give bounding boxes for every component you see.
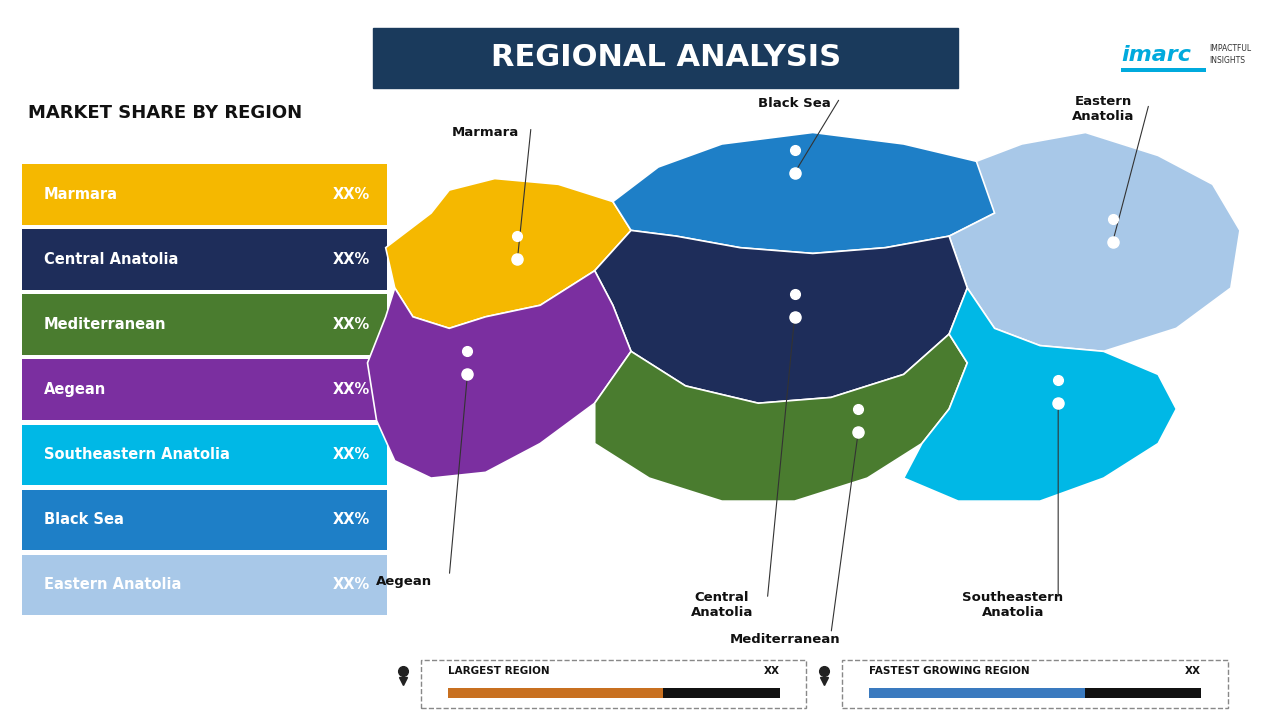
Text: Southeastern
Anatolia: Southeastern Anatolia <box>963 591 1064 618</box>
Text: Southeastern Anatolia: Southeastern Anatolia <box>44 447 229 462</box>
Polygon shape <box>385 179 631 328</box>
Text: XX: XX <box>1185 666 1201 676</box>
Text: XX%: XX% <box>333 187 370 202</box>
Text: XX%: XX% <box>333 513 370 527</box>
Text: Marmara: Marmara <box>452 126 520 139</box>
Text: MARKET SHARE BY REGION: MARKET SHARE BY REGION <box>28 104 302 122</box>
Text: Mediterranean: Mediterranean <box>44 317 166 332</box>
Polygon shape <box>613 132 1021 253</box>
Text: Black Sea: Black Sea <box>44 513 123 527</box>
FancyBboxPatch shape <box>22 359 387 420</box>
FancyBboxPatch shape <box>22 490 387 550</box>
FancyBboxPatch shape <box>421 660 806 708</box>
FancyBboxPatch shape <box>22 164 387 225</box>
Text: IMPACTFUL
INSIGHTS: IMPACTFUL INSIGHTS <box>1208 45 1251 65</box>
Bar <box>1121 68 1206 72</box>
Polygon shape <box>904 288 1176 501</box>
Text: Aegean: Aegean <box>376 575 431 588</box>
Text: XX%: XX% <box>333 447 370 462</box>
Bar <box>1084 688 1201 698</box>
Text: XX%: XX% <box>333 252 370 267</box>
FancyBboxPatch shape <box>372 27 959 88</box>
Text: XX: XX <box>763 666 780 676</box>
Text: LARGEST REGION: LARGEST REGION <box>448 666 549 676</box>
Text: XX%: XX% <box>333 382 370 397</box>
Text: Aegean: Aegean <box>44 382 106 397</box>
Text: Marmara: Marmara <box>44 187 118 202</box>
FancyBboxPatch shape <box>22 229 387 289</box>
Text: Black Sea: Black Sea <box>758 97 831 110</box>
Text: Eastern Anatolia: Eastern Anatolia <box>44 577 180 593</box>
Bar <box>663 688 780 698</box>
Bar <box>448 688 663 698</box>
Text: Central Anatolia: Central Anatolia <box>44 252 178 267</box>
Polygon shape <box>595 230 968 403</box>
Polygon shape <box>367 271 631 478</box>
Text: Eastern
Anatolia: Eastern Anatolia <box>1073 96 1135 123</box>
FancyBboxPatch shape <box>22 554 387 615</box>
Text: XX%: XX% <box>333 317 370 332</box>
Bar <box>869 688 1084 698</box>
Text: Central
Anatolia: Central Anatolia <box>691 591 753 618</box>
FancyBboxPatch shape <box>842 660 1228 708</box>
FancyBboxPatch shape <box>22 294 387 355</box>
Text: FASTEST GROWING REGION: FASTEST GROWING REGION <box>869 666 1029 676</box>
Text: imarc: imarc <box>1121 45 1192 65</box>
Polygon shape <box>950 132 1240 351</box>
FancyBboxPatch shape <box>22 425 387 485</box>
Polygon shape <box>595 334 968 501</box>
Text: Mediterranean: Mediterranean <box>730 633 841 646</box>
Text: XX%: XX% <box>333 577 370 593</box>
Text: REGIONAL ANALYSIS: REGIONAL ANALYSIS <box>490 43 841 72</box>
